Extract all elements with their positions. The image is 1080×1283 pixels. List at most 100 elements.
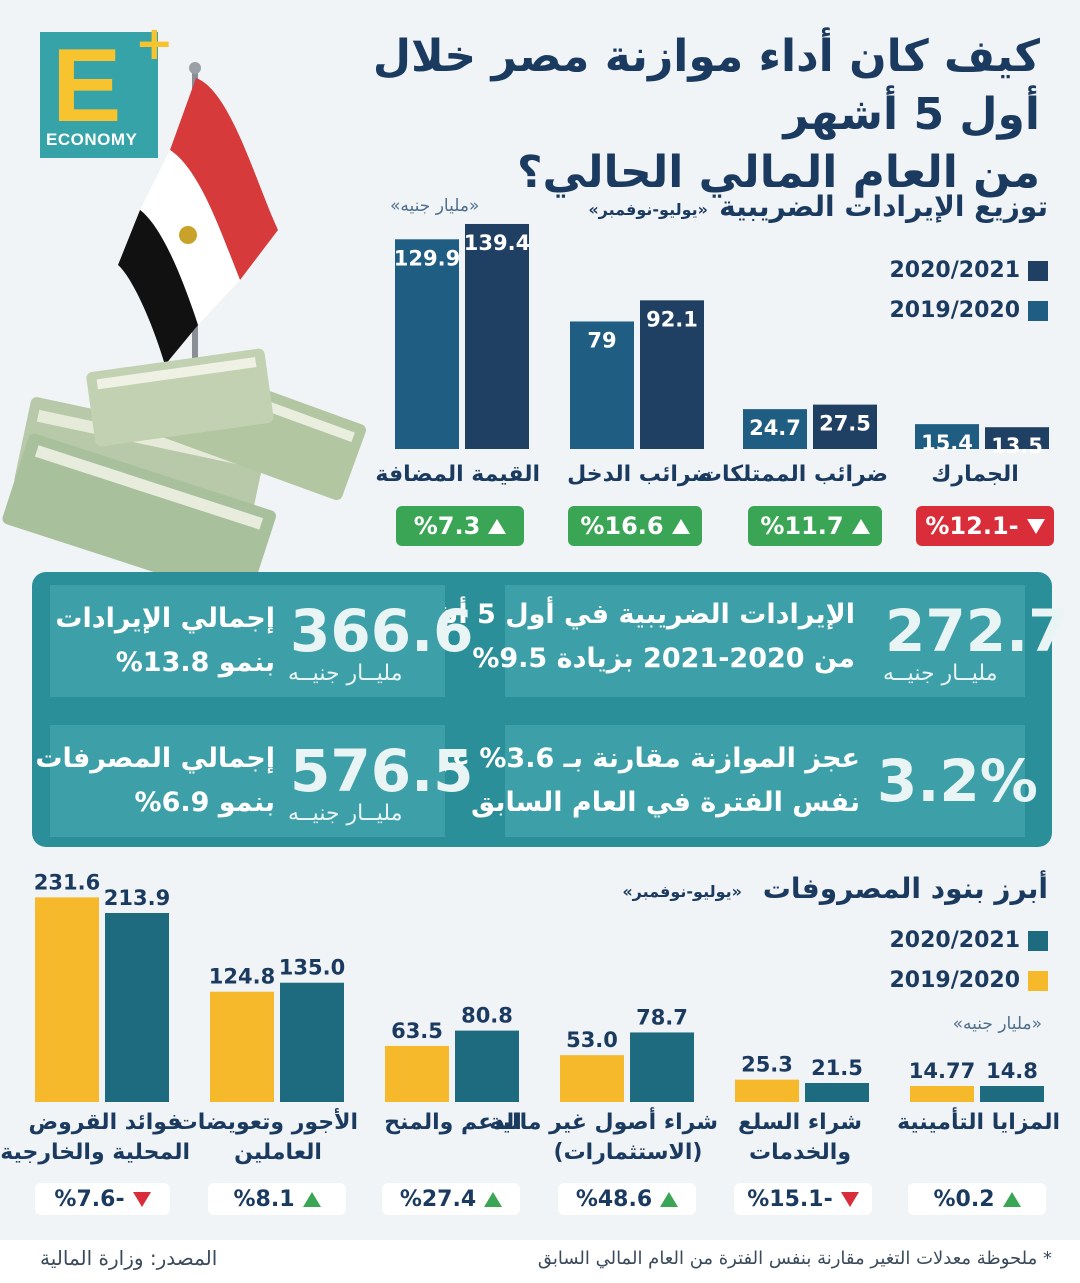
bar [813,404,877,449]
bar-value-label: 231.6 [34,870,100,894]
bar-value-label: 139.4 [464,231,530,255]
total-revenue-card: 366.6 مليــار جنيــه إجمالي الإيرادات بن… [50,585,473,697]
tax-legend-item-current: 2020/2021 [889,258,1048,283]
up-arrow-icon [302,1191,321,1207]
expense-category-label: الدعم والمنح [378,1108,528,1138]
bar-value-label: 129.9 [394,246,460,270]
tax-revenue-unit: مليــار جنيــه [883,661,998,686]
bar [743,409,807,449]
bar-value-label: 63.5 [391,1019,443,1043]
bar [805,1083,869,1102]
expense-change-badge: %7.6- [35,1183,170,1215]
bar [385,1045,449,1102]
logo-letter: E [52,28,122,144]
category-line-2: والخدمات [748,1140,852,1165]
expense-category-label: شراء السلع والخدمات [730,1108,870,1168]
bar-value-label: 78.7 [636,1005,688,1029]
change-value: %7.6- [54,1186,125,1212]
bar [35,897,99,1102]
bar [570,321,634,449]
category-line-1: الدعم والمنح [384,1110,522,1135]
total-expenses-unit: مليــار جنيــه [288,801,403,826]
expense-section-period: «يوليو-نوفمبر» [622,882,742,901]
expense-change-badge: %0.2 [908,1183,1046,1215]
legend-label: 2020/2021 [889,928,1021,953]
change-value: %12.1- [925,512,1019,540]
tax-legend-item-previous: 2019/2020 [890,298,1048,323]
up-arrow-icon [484,1191,503,1207]
tax-revenue-value: 272.7 [885,597,1069,665]
change-value: %15.1- [747,1186,833,1212]
legend-swatch [1028,930,1048,951]
total-revenue-label-2: بنمو 13.8% [115,647,275,678]
bar-value-label: 79 [587,328,616,352]
bar [455,1030,519,1102]
deficit-card: عجز الموازنة مقارنة بـ 3.6% عن نفس الفتر… [427,725,1038,837]
total-revenue-value: 366.6 [290,597,474,665]
tax-category-label: القيمة المضافة [375,462,540,487]
tax-revenue-label-1: الإيرادات الضريبية في أول 5 أشهر [397,599,855,630]
category-line-1: فوائد القروض [28,1110,182,1135]
legend-swatch [1028,970,1048,991]
up-arrow-icon [488,518,507,534]
tax-revenue-card: الإيرادات الضريبية في أول 5 أشهر من 2020… [397,585,1068,697]
bar-value-label: 25.3 [741,1053,793,1077]
legend-label: 2019/2020 [889,968,1021,993]
deficit-value: 3.2% [877,747,1038,815]
bar [980,1086,1044,1102]
bar [395,239,459,449]
tax-change-badge: %12.1- [916,506,1054,546]
tax-section-period: «يوليو-نوفمبر» [588,200,708,219]
footer-bar [0,1240,1080,1283]
category-line-1: شراء السلع [738,1110,862,1135]
expense-change-badge: %8.1 [208,1183,346,1215]
expense-change-badge: %15.1- [734,1183,872,1215]
down-arrow-icon [132,1191,151,1207]
total-revenue-label-1: إجمالي الإيرادات [55,603,275,634]
expense-section-title: أبرز بنود المصروفات [762,872,1048,905]
up-arrow-icon [671,518,690,534]
title-line-1: كيف كان أداء موازنة مصر خلال أول 5 أشهر [372,31,1040,140]
bar-value-label: 213.9 [104,886,170,910]
total-expenses-value: 576.5 [290,737,474,805]
down-arrow-icon [1026,518,1045,534]
bar-value-label: 92.1 [646,307,698,331]
bar-value-label: 124.8 [209,965,275,989]
expense-change-badge: %27.4 [382,1183,520,1215]
down-arrow-icon [840,1191,859,1207]
tax-section-title: توزيع الإيرادات الضريبية [719,190,1048,223]
expense-category-label: شراء أصول غير مالية (الاستثمارات) [489,1108,718,1168]
bar-value-label: 80.8 [461,1004,513,1028]
tax-unit-label: «مليار جنيه» [390,196,480,216]
tax-change-badge: %7.3 [396,506,524,546]
category-line-2: (الاستثمارات) [553,1140,703,1165]
bar-value-label: 135.0 [279,956,345,980]
bar [735,1079,799,1102]
tax-category-label: ضرائب الدخل [567,462,713,487]
category-line-1: شراء أصول غير مالية [489,1110,718,1135]
legend-swatch [1028,260,1048,281]
legend-swatch [1028,300,1048,321]
change-value: %8.1 [233,1186,295,1212]
bar [630,1032,694,1102]
change-value: %11.7 [760,512,844,540]
bar [910,1086,974,1102]
expense-category-label: المزايا التأمينية [897,1108,1060,1138]
bar-value-label: 21.5 [811,1056,863,1080]
total-expenses-label-2: بنمو 6.9% [134,787,276,818]
expense-legend-item-previous: 2019/2020 [889,968,1048,993]
bar-value-label: 53.0 [566,1028,618,1052]
footer-note: * ملحوظة معدلات التغير مقارنة بنفس الفتر… [537,1248,1052,1269]
up-arrow-icon [660,1191,679,1207]
category-line-2: المحلية والخارجية [0,1140,190,1165]
tax-category-label: الجمارك [931,462,1019,487]
page-title: كيف كان أداء موازنة مصر خلال أول 5 أشهر … [280,28,1040,202]
legend-label: 2020/2021 [889,258,1021,283]
total-expenses-card: 576.5 مليــار جنيــه إجمالي المصرفات بنم… [35,725,473,837]
title-line-2: من العام المالي الحالي؟ [516,147,1040,198]
change-value: %7.3 [413,512,481,540]
bar [105,912,169,1102]
bar-value-label: 24.7 [749,416,801,440]
